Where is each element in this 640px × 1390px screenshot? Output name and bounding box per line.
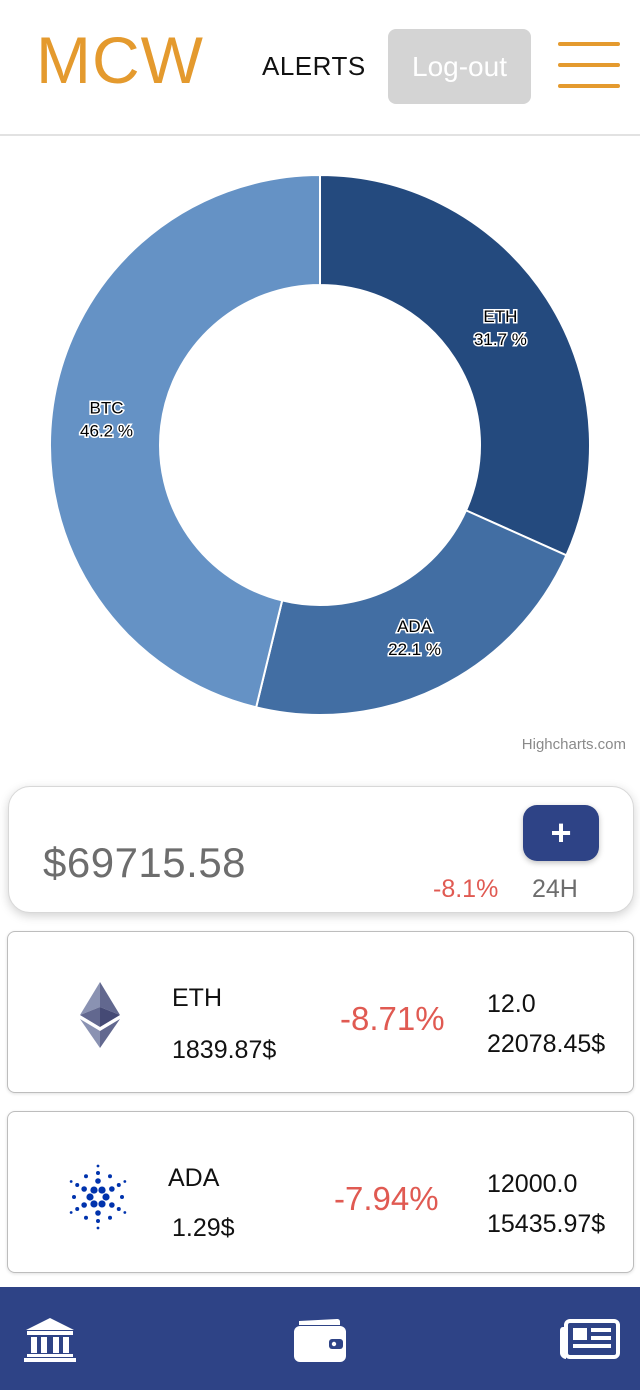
asset-quantity: 12.0 [487,990,536,1018]
alerts-link[interactable]: ALERTS [262,51,366,81]
asset-symbol: ADA [168,1164,220,1192]
newspaper-icon [560,1318,620,1359]
slice-label-value: 46.2 % [80,421,133,440]
plus-icon: + [550,812,572,853]
asset-total: 22078.45$ [487,1030,606,1058]
portfolio-summary-card: $69715.58 + -8.1% 24H [8,786,634,913]
slice-label-name: BTC [90,398,124,417]
asset-card-eth[interactable]: ETH 1839.87$ -8.71% 12.0 22078.45$ [7,931,634,1093]
asset-price: 1.29$ [172,1214,235,1242]
cardano-icon [69,1164,127,1230]
chart-credit[interactable]: Highcharts.com [521,736,626,753]
slice-label-value: 22.1 % [388,640,441,659]
slice-label-name: ETH [483,307,517,326]
asset-card-ada[interactable]: ADA 1.29$ -7.94% 12000.0 15435.97$ [7,1111,634,1273]
slice-ada[interactable] [254,509,568,716]
asset-change: -7.94% [334,1180,439,1217]
bottom-nav [0,1287,640,1390]
period-label: 24H [532,875,578,903]
donut-chart: ETH 31.7 % ADA 22.1 % BTC 46.2 % [49,173,591,716]
slice-label-value: 31.7 % [474,330,527,349]
slice-eth[interactable] [319,173,591,557]
slice-label-name: ADA [397,617,433,636]
nav-bank[interactable] [0,1287,100,1390]
ethereum-icon [80,982,120,1048]
asset-price: 1839.87$ [172,1036,277,1064]
logout-button[interactable]: Log-out [388,29,531,104]
wallet-icon [294,1318,346,1362]
asset-change: -8.71% [340,1000,445,1037]
bank-icon [24,1317,76,1362]
nav-news[interactable] [540,1287,640,1390]
slice-btc[interactable] [49,173,321,709]
asset-symbol: ETH [172,984,222,1012]
portfolio-total-value: $69715.58 [43,839,247,886]
asset-total: 15435.97$ [487,1210,606,1238]
hamburger-menu-icon[interactable] [558,40,620,90]
portfolio-change: -8.1% [433,875,499,903]
nav-wallet[interactable] [270,1287,370,1390]
add-asset-button[interactable]: + [523,805,599,861]
app-logo[interactable]: MCW [36,23,204,97]
portfolio-chart: ETH 31.7 % ADA 22.1 % BTC 46.2 % Highcharts.c… [0,138,640,768]
app-header: MCW ALERTS Log-out [0,0,640,136]
asset-quantity: 12000.0 [487,1170,578,1198]
